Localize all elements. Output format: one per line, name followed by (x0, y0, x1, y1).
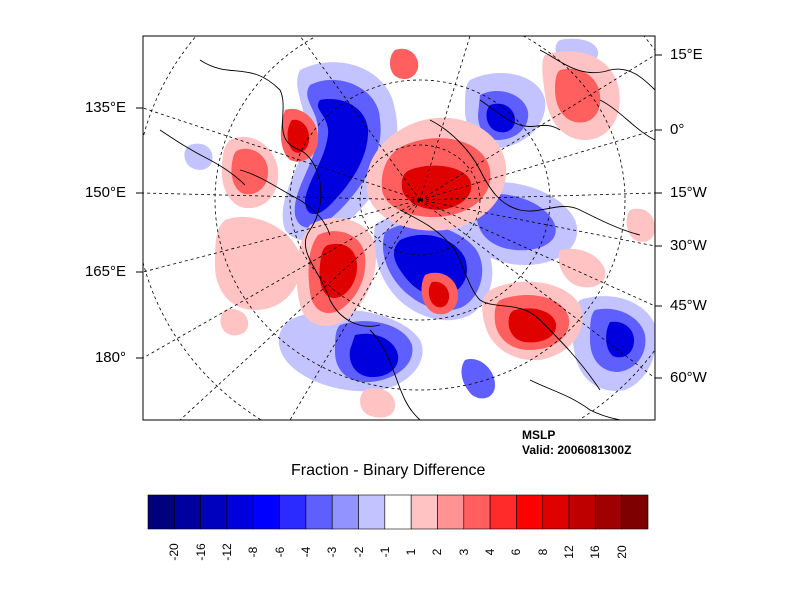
colorbar-label: -12 (219, 543, 234, 561)
negative-anomalies (184, 38, 655, 399)
colorbar-label: -20 (167, 543, 182, 561)
colorbar-label: -16 (193, 543, 208, 561)
colorbar-label: -2 (351, 546, 366, 558)
field-label: MSLP (522, 428, 556, 442)
tick-marks (136, 54, 662, 379)
colorbar-label: 20 (614, 545, 629, 559)
colorbar-label: -4 (298, 546, 313, 558)
colorbar-label: 1 (404, 548, 419, 556)
coastlines (159, 49, 655, 420)
positive-anomalies (215, 48, 655, 418)
map-field (143, 36, 655, 420)
colorbar-label: 16 (588, 545, 603, 559)
lon-label-15w: 15°W (670, 184, 707, 201)
colorbar-label: -8 (246, 546, 261, 558)
lon-label-165e: 165°E (84, 263, 126, 280)
lon-label-60w: 60°W (670, 369, 707, 386)
valid-time-label: Valid: 2006081300Z (522, 443, 632, 457)
colorbar-label: 4 (483, 548, 498, 556)
lon-label-135e: 135°E (84, 99, 126, 116)
colorbar-label: 12 (562, 545, 577, 559)
colorbar-label: 8 (535, 548, 550, 556)
colorbar-label: -1 (377, 546, 392, 558)
colorbar-label: -3 (325, 546, 340, 558)
lon-label-150e: 150°E (84, 184, 126, 201)
colorbar-label: 3 (456, 548, 471, 556)
lon-label-15e: 15°E (670, 46, 703, 63)
plot-title: Fraction - Binary Difference (291, 462, 486, 479)
lon-label-180: 180° (94, 349, 126, 366)
colorbar-label: -6 (272, 546, 287, 558)
graticule (143, 36, 655, 420)
map-frame (142, 35, 656, 421)
lon-label-45w: 45°W (670, 297, 707, 314)
colorbar-label: 6 (509, 548, 524, 556)
colorbar-label: 2 (430, 548, 445, 556)
lon-label-30w: 30°W (670, 237, 707, 254)
lon-label-0: 0° (670, 121, 685, 138)
